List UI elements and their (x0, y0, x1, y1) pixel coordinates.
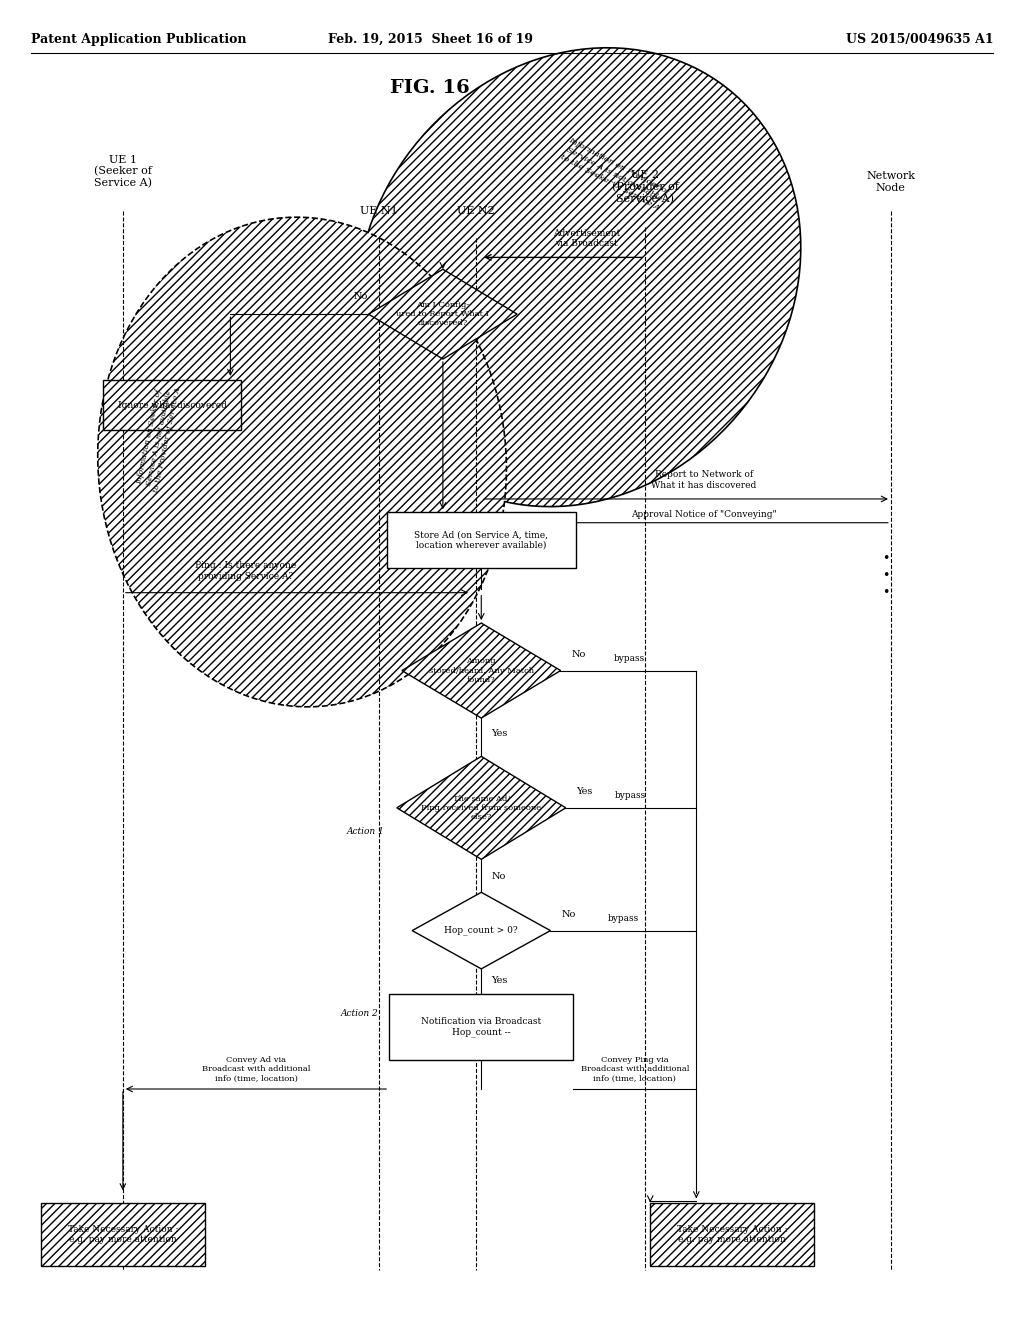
Text: Approval Notice of "Conveying": Approval Notice of "Conveying" (631, 510, 777, 519)
Text: UE N1: UE N1 (360, 206, 397, 216)
Text: Patent Application Publication: Patent Application Publication (31, 33, 246, 46)
Text: Action 1: Action 1 (346, 828, 384, 836)
Text: Store Ad (on Service A, time,
location wherever available): Store Ad (on Service A, time, location w… (415, 531, 548, 549)
Text: Network
Node: Network Node (866, 172, 915, 193)
Text: Information on Provider of
Service A is not available
to the Seeker of Service A: Information on Provider of Service A is … (558, 136, 671, 213)
Text: Take Necessary Action :
e.g. pay more attention: Take Necessary Action : e.g. pay more at… (68, 1225, 178, 1243)
Text: Information on Seeker of
Service A is not available
to the Provider of Service A: Information on Seeker of Service A is no… (135, 383, 182, 494)
FancyBboxPatch shape (650, 1203, 814, 1266)
Text: US 2015/0049635 A1: US 2015/0049635 A1 (846, 33, 993, 46)
Text: Among
stored/heard, Any Match
found?: Among stored/heard, Any Match found? (429, 657, 534, 684)
Text: Notification via Broadcast
Hop_count --: Notification via Broadcast Hop_count -- (421, 1016, 542, 1038)
Text: Report to Network of
What it has discovered: Report to Network of What it has discove… (651, 470, 757, 490)
FancyBboxPatch shape (102, 380, 242, 430)
Text: UE 1
(Seeker of
Service A): UE 1 (Seeker of Service A) (94, 154, 152, 189)
Text: UE N2: UE N2 (458, 206, 495, 216)
Text: No: No (353, 292, 369, 301)
Text: No: No (492, 873, 506, 880)
Text: No: No (561, 909, 575, 919)
Text: Ignore what discovered: Ignore what discovered (118, 401, 226, 409)
Text: Ping : Is there anyone
providing Service A?: Ping : Is there anyone providing Service… (196, 561, 296, 581)
Polygon shape (369, 269, 517, 359)
Text: Advertisement
via Broadcast: Advertisement via Broadcast (553, 228, 620, 248)
Text: Yes: Yes (577, 787, 593, 796)
Text: Action 2: Action 2 (341, 1010, 379, 1018)
Text: bypass: bypass (607, 913, 639, 923)
Text: bypass: bypass (613, 653, 645, 663)
Polygon shape (397, 756, 565, 859)
Text: •: • (882, 569, 890, 582)
Text: Feb. 19, 2015  Sheet 16 of 19: Feb. 19, 2015 Sheet 16 of 19 (328, 33, 532, 46)
Polygon shape (412, 892, 551, 969)
Ellipse shape (97, 218, 507, 706)
Text: Yes: Yes (492, 977, 508, 985)
Text: UE 2
(Provider of
Service A): UE 2 (Provider of Service A) (611, 170, 679, 205)
Text: Convey Ad via
Broadcast with additional
info (time, location): Convey Ad via Broadcast with additional … (202, 1056, 310, 1082)
Text: Take Necessary Action :
e.g. pay more attention: Take Necessary Action : e.g. pay more at… (677, 1225, 787, 1243)
Text: •: • (882, 552, 890, 565)
Text: •: • (882, 586, 890, 599)
Text: No: No (571, 649, 586, 659)
FancyBboxPatch shape (41, 1203, 205, 1266)
Text: Am I Config-
ured to Report What I
discovered?: Am I Config- ured to Report What I disco… (396, 301, 489, 327)
Text: Hop_count > 0?: Hop_count > 0? (444, 925, 518, 936)
FancyBboxPatch shape (389, 994, 573, 1060)
Ellipse shape (356, 48, 801, 507)
FancyBboxPatch shape (387, 512, 575, 568)
Text: Convey Ping via
Broadcast with additional
info (time, location): Convey Ping via Broadcast with additiona… (581, 1056, 689, 1082)
Text: Yes: Yes (492, 730, 508, 738)
Text: bypass: bypass (615, 791, 646, 800)
Polygon shape (401, 623, 561, 718)
Text: FIG. 16: FIG. 16 (390, 79, 470, 98)
Text: The same Ad/
Ping received from someone
else?: The same Ad/ Ping received from someone … (421, 795, 542, 821)
